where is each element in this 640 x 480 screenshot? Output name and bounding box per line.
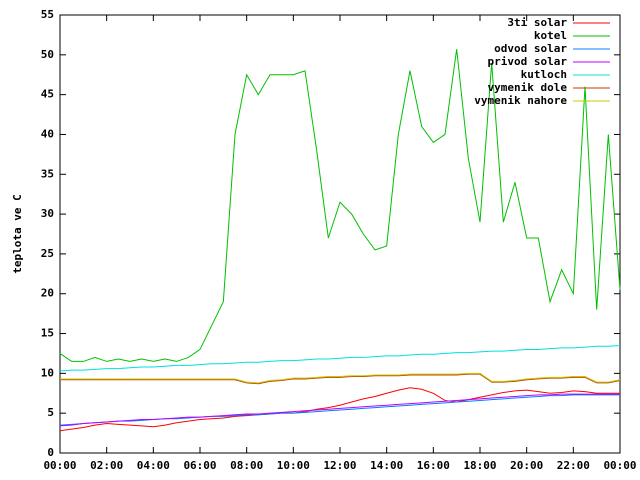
y-tick-label: 40 [41,127,54,140]
legend-label: privod solar [488,55,568,68]
legend-label: kotel [534,29,567,42]
x-tick-label: 22:00 [557,459,590,472]
legend-label: 3ti solar [507,16,567,29]
x-tick-label: 02:00 [90,459,123,472]
y-tick-label: 30 [41,207,54,220]
y-axis-label: teplota ve C [11,194,24,273]
x-tick-label: 10:00 [277,459,310,472]
series-line [59,387,620,432]
series-line [60,373,621,385]
y-tick-label: 15 [41,327,54,340]
x-tick-label: 00:00 [43,459,76,472]
y-tick-label: 20 [41,287,54,300]
x-tick-label: 20:00 [510,459,543,472]
x-tick-label: 06:00 [183,459,216,472]
y-tick-label: 35 [41,167,54,180]
x-tick-label: 18:00 [463,459,496,472]
x-tick-label: 04:00 [137,459,170,472]
series-line [60,372,621,384]
legend-label: odvod solar [494,42,567,55]
series-line [59,394,620,426]
x-tick-label: 16:00 [417,459,450,472]
series-line [59,49,621,362]
x-tick-label: 00:00 [603,459,636,472]
x-tick-label: 14:00 [370,459,403,472]
y-tick-label: 55 [41,8,54,21]
y-tick-label: 45 [41,88,54,101]
x-tick-label: 12:00 [323,459,356,472]
legend-label: kutloch [521,68,567,81]
y-tick-label: 5 [47,406,54,419]
y-tick-label: 50 [41,48,54,61]
series-line [59,393,620,427]
y-tick-label: 10 [41,366,54,379]
y-tick-label: 0 [47,446,54,459]
legend-label: vymenik dole [488,81,568,94]
x-tick-label: 08:00 [230,459,263,472]
y-tick-label: 25 [41,247,54,260]
legend-label: vymenik nahore [474,94,567,107]
series-line [59,344,621,372]
